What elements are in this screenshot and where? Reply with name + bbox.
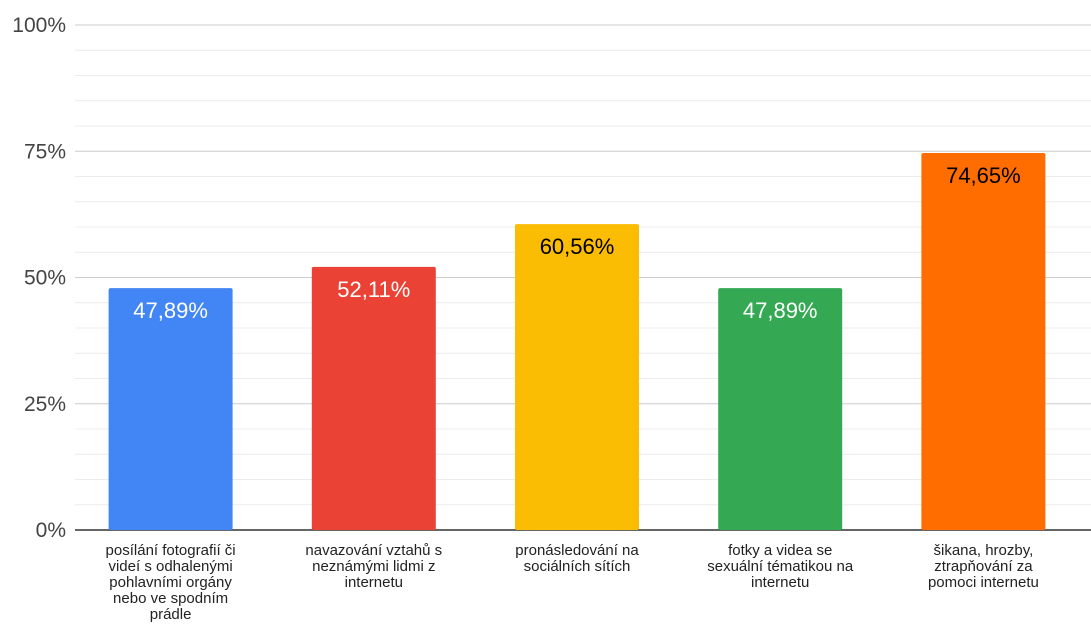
y-tick-label: 25% <box>24 393 66 416</box>
y-tick-label: 100% <box>12 14 66 37</box>
data-label: 47,89% <box>133 298 208 323</box>
bar <box>515 224 639 530</box>
x-tick-label: navazování vztahů s neznámými lidmi z inte… <box>305 542 442 591</box>
y-tick-label: 0% <box>36 519 66 542</box>
x-tick-label: fotky a videa se sexuální tématikou na int… <box>707 542 854 591</box>
bars: 47,89% 52,11% 60,56% 47,89% 74,65% <box>108 153 1046 530</box>
bar <box>718 288 843 530</box>
data-label: 47,89% <box>743 298 818 323</box>
y-axis: 0% 25% 50% 75% 100% <box>12 14 66 542</box>
y-tick-label: 75% <box>24 140 66 163</box>
x-axis: posílání fotografií či videí s odhalenými… <box>106 542 1039 623</box>
bar <box>311 266 436 530</box>
data-label: 60,56% <box>540 234 615 259</box>
x-tick-label: posílání fotografií či videí s odhalenými… <box>106 542 236 623</box>
data-label: 74,65% <box>946 163 1021 188</box>
y-tick-label: 50% <box>24 267 66 290</box>
data-label: 52,11% <box>337 277 410 302</box>
x-tick-label: pronásledování na sociálních sítích <box>515 542 639 575</box>
bar <box>921 153 1046 530</box>
x-tick-label: šikana, hrozby, ztrapňování za pomoci inte… <box>928 542 1039 591</box>
bar <box>108 288 233 530</box>
